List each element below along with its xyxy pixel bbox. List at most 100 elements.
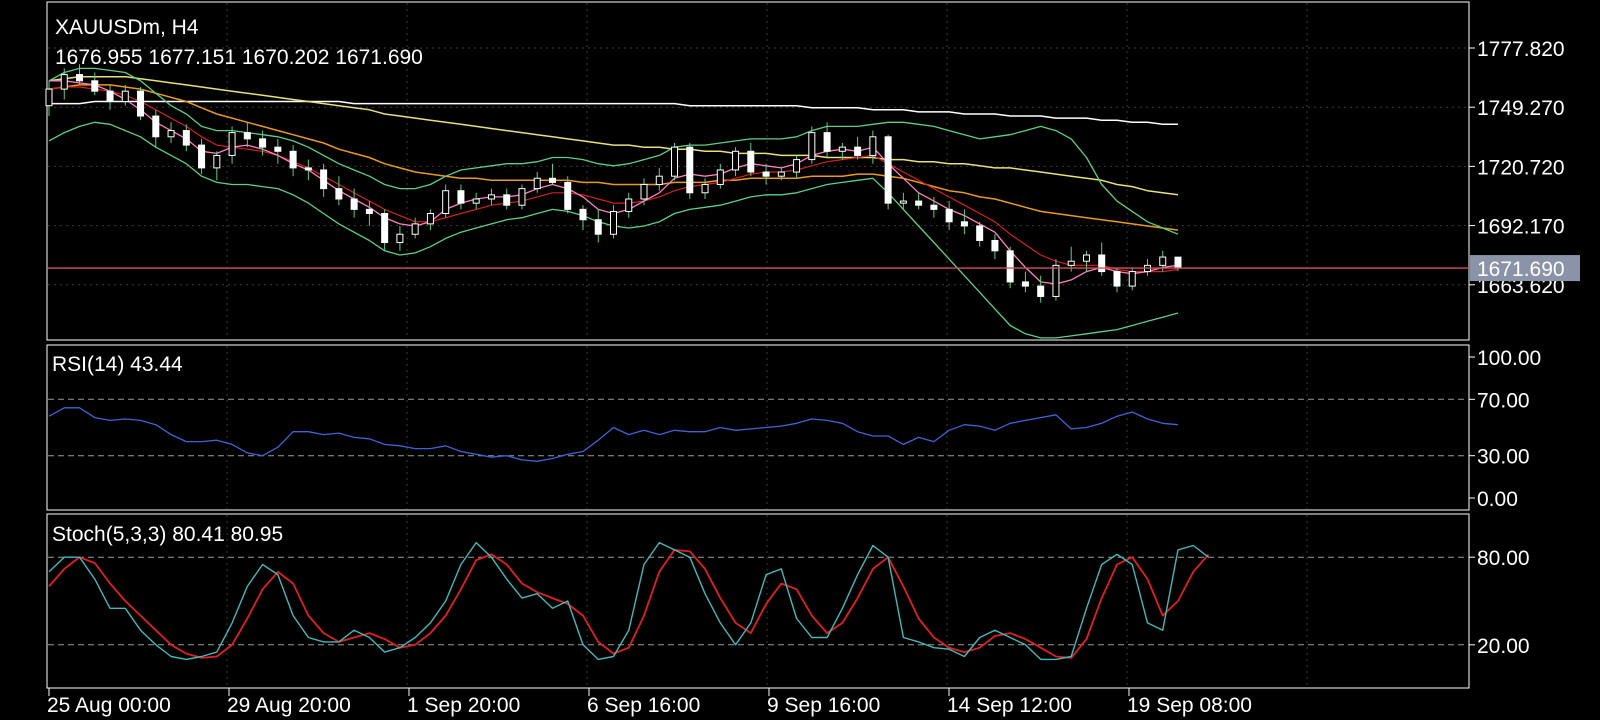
candle-body (732, 150, 740, 171)
time-axis-label: 6 Sep 16:00 (587, 694, 700, 717)
rsi-axis-label: 70.00 (1477, 389, 1530, 412)
candle-body (1037, 285, 1045, 297)
candle-body (640, 183, 648, 200)
time-axis-label: 25 Aug 00:00 (47, 694, 171, 717)
candle-body (762, 171, 770, 177)
candle-body (991, 239, 999, 252)
candle-body (1159, 256, 1167, 266)
candle-body (793, 159, 801, 173)
candle-body (930, 204, 938, 210)
candle-body (518, 188, 526, 206)
candle-body (1021, 281, 1029, 287)
candle-body (91, 80, 99, 92)
symbol-timeframe-label: XAUUSDm, H4 (55, 16, 199, 39)
candle-body (533, 177, 541, 190)
candle-body (915, 200, 923, 206)
stoch-label: Stoch(5,3,3) 80.41 80.95 (52, 523, 283, 546)
rsi-axis-label: 30.00 (1477, 446, 1530, 469)
ohlc-values-label: 1676.955 1677.151 1670.202 1671.690 (55, 46, 423, 69)
price-axis-label: 1777.820 (1477, 38, 1565, 61)
candle-body (106, 90, 114, 103)
candle-body (289, 150, 297, 169)
current-price-box (1470, 255, 1580, 282)
candle-body (274, 146, 282, 152)
candle-body (655, 175, 663, 185)
candle-body (579, 208, 587, 221)
candle-body (869, 136, 877, 156)
candle-body (1006, 250, 1014, 283)
rsi-label: RSI(14) 43.44 (52, 353, 183, 376)
candle-body (976, 225, 984, 241)
rsi-pane-frame (46, 344, 1470, 511)
candle-body (884, 136, 892, 204)
main-pane-frame (46, 1, 1470, 341)
candle-body (243, 132, 251, 140)
candle-body (716, 169, 724, 185)
candle-body (213, 154, 221, 169)
candle-body (777, 171, 785, 177)
ma-orange-line (48, 84, 1179, 231)
candle-body (594, 219, 602, 235)
bollinger-upper-line (48, 67, 1179, 235)
time-axis-label: 19 Sep 08:00 (1127, 694, 1252, 717)
stoch-axis-label: 80.00 (1477, 547, 1530, 570)
candle-body (564, 181, 572, 210)
price-axis-label: 1692.170 (1477, 216, 1565, 239)
ma-white-line (49, 100, 1178, 126)
candle-body (182, 130, 190, 146)
candle-body (625, 198, 633, 212)
candle-body (1128, 271, 1136, 287)
candle-body (1052, 264, 1060, 297)
candle-body (472, 198, 480, 204)
candle-body (838, 146, 846, 152)
candle-body (350, 198, 358, 210)
candle-body (381, 213, 389, 244)
ma-yellow-line (48, 75, 1179, 196)
time-axis-label: 29 Aug 20:00 (227, 694, 351, 717)
candle-body (945, 208, 953, 223)
stoch-main-line (48, 541, 1209, 661)
stoch-axis-label: 20.00 (1477, 635, 1530, 658)
candle-body (1113, 271, 1121, 287)
candle-body (60, 74, 68, 90)
time-axis-label: 9 Sep 16:00 (767, 694, 880, 717)
candle-body (747, 150, 755, 173)
candle-body (701, 183, 709, 194)
candle-body (442, 190, 450, 215)
candle-body (610, 210, 617, 235)
price-axis-label: 1749.270 (1477, 97, 1565, 120)
price-axis-label: 1720.720 (1477, 156, 1565, 179)
candle-body (396, 233, 404, 244)
current-price-label: 1671.690 (1477, 258, 1565, 281)
candle-body (808, 132, 816, 161)
candle-body (198, 144, 206, 169)
candle-body (167, 130, 175, 138)
candle-body (259, 138, 267, 148)
candle-body (457, 190, 465, 204)
candle-body (503, 194, 511, 206)
candle-body (335, 188, 343, 200)
candle-body (304, 167, 312, 171)
candle-body (426, 213, 434, 225)
candle-body (121, 90, 129, 103)
candle-body (487, 194, 495, 200)
rsi-line (48, 407, 1179, 462)
candle-body (823, 132, 831, 152)
candle-body (45, 88, 53, 107)
rsi-axis-label: 100.00 (1477, 347, 1541, 370)
candle-body (1098, 254, 1106, 273)
candle-body (1082, 254, 1090, 262)
stoch-signal-line (48, 549, 1210, 659)
ma-red-line (48, 86, 1179, 273)
time-axis-label: 1 Sep 20:00 (407, 694, 520, 717)
candle-body (686, 146, 694, 194)
candle-body (1174, 256, 1182, 269)
candle-body (899, 200, 907, 204)
candle-body (76, 74, 84, 82)
stoch-pane-frame (46, 513, 1470, 689)
candle-body (960, 221, 968, 227)
time-axis-label: 14 Sep 12:00 (947, 694, 1072, 717)
candle-body (137, 90, 145, 117)
rsi-axis-label: 0.00 (1477, 488, 1518, 511)
